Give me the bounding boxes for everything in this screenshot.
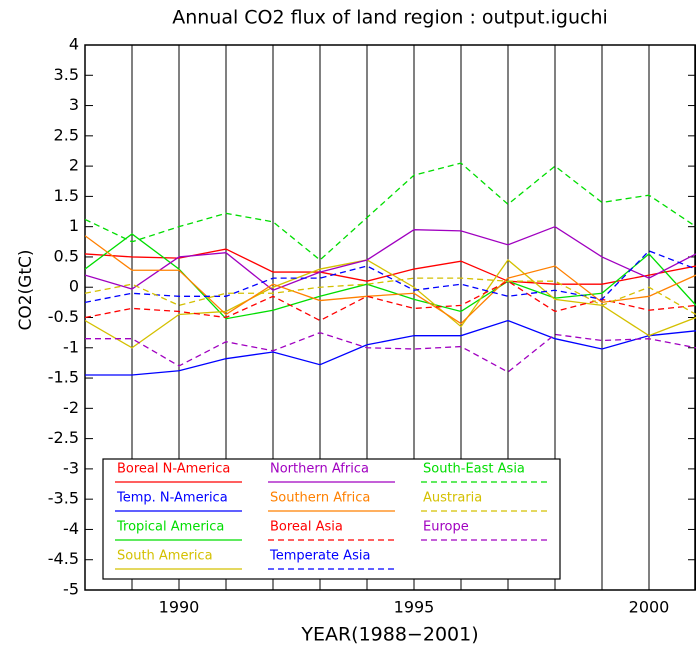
y-tick-label: -2.5 [48, 428, 79, 447]
series-line [85, 259, 696, 349]
y-tick-label: -3.5 [48, 489, 79, 508]
y-tick-label: -4.5 [48, 549, 79, 568]
legend-label: Europe [423, 520, 469, 535]
legend-label: South-East Asia [423, 462, 525, 477]
legend: Boreal N-America Temp. N-America Tropical … [102, 458, 561, 580]
y-tick-label: -1.5 [48, 368, 79, 387]
y-tick-label: -2 [63, 398, 79, 417]
legend-label: Temp. N-America [116, 491, 228, 506]
x-tick-label: 2000 [629, 598, 670, 617]
y-axis-label: CO2(GtC) [16, 249, 36, 330]
legend-box [102, 458, 561, 580]
plot-area [85, 162, 696, 376]
y-tick-label: -4 [63, 519, 79, 538]
series-line [85, 225, 696, 291]
y-tick-label: 2 [69, 156, 79, 175]
legend-label: Austraria [423, 491, 482, 506]
series-line [85, 235, 696, 325]
series-line [85, 250, 696, 303]
series-line [85, 331, 696, 373]
legend-label: South America [117, 549, 213, 564]
x-axis-label: YEAR(1988−2001) [300, 624, 478, 646]
series-line [85, 277, 696, 316]
y-tick-label: 0.5 [54, 246, 79, 265]
y-tick-label: 3 [69, 95, 79, 114]
chart-title: Annual CO2 flux of land region : output.… [172, 7, 608, 29]
y-tick-label: 1.5 [54, 186, 79, 205]
legend-label: Boreal Asia [270, 520, 343, 535]
y-tick-label: 4 [69, 35, 79, 54]
y-tick-label: 2.5 [54, 125, 79, 144]
y-tick-label: 0 [69, 277, 79, 296]
y-tick-label: -0.5 [48, 307, 79, 326]
x-tick-label: 1995 [394, 598, 435, 617]
legend-label: Temperate Asia [269, 549, 370, 564]
legend-label: Tropical America [116, 520, 224, 535]
series-line [85, 162, 696, 261]
series-line [85, 233, 696, 320]
legend-label: Northern Africa [270, 462, 369, 477]
y-tick-label: -5 [63, 580, 79, 599]
series-line [85, 319, 696, 376]
y-tick-label: 3.5 [54, 65, 79, 84]
y-tick-label: 1 [69, 216, 79, 235]
series-line [85, 280, 696, 322]
legend-label: Boreal N-America [117, 462, 230, 477]
x-tick-label: 1990 [159, 598, 200, 617]
y-tick-label: -3 [63, 458, 79, 477]
y-tick-label: -1 [63, 337, 79, 356]
legend-label: Southern Africa [270, 491, 370, 506]
